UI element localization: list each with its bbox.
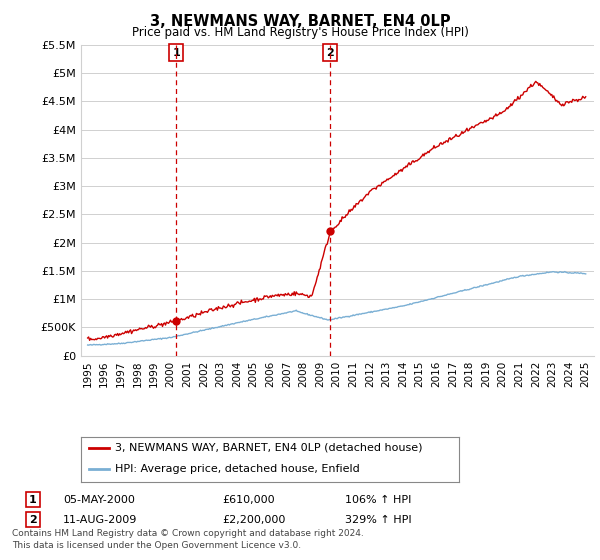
Text: This data is licensed under the Open Government Licence v3.0.: This data is licensed under the Open Gov… — [12, 541, 301, 550]
Text: 2: 2 — [29, 515, 37, 525]
Text: £2,200,000: £2,200,000 — [222, 515, 286, 525]
Text: 329% ↑ HPI: 329% ↑ HPI — [345, 515, 412, 525]
Text: £610,000: £610,000 — [222, 494, 275, 505]
Text: 2: 2 — [326, 48, 334, 58]
Text: 3, NEWMANS WAY, BARNET, EN4 0LP (detached house): 3, NEWMANS WAY, BARNET, EN4 0LP (detache… — [115, 442, 422, 452]
Text: 1: 1 — [173, 48, 181, 58]
Text: 05-MAY-2000: 05-MAY-2000 — [63, 494, 135, 505]
Text: 1: 1 — [29, 494, 37, 505]
Text: 106% ↑ HPI: 106% ↑ HPI — [345, 494, 412, 505]
Text: Contains HM Land Registry data © Crown copyright and database right 2024.: Contains HM Land Registry data © Crown c… — [12, 529, 364, 538]
Text: Price paid vs. HM Land Registry's House Price Index (HPI): Price paid vs. HM Land Registry's House … — [131, 26, 469, 39]
Text: 11-AUG-2009: 11-AUG-2009 — [63, 515, 137, 525]
Text: 3, NEWMANS WAY, BARNET, EN4 0LP: 3, NEWMANS WAY, BARNET, EN4 0LP — [149, 14, 451, 29]
Text: HPI: Average price, detached house, Enfield: HPI: Average price, detached house, Enfi… — [115, 464, 360, 474]
